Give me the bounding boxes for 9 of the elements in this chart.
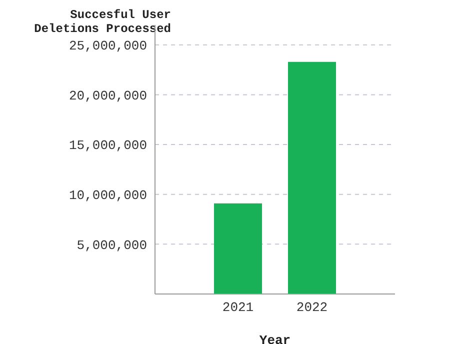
y-tick-label: 10,000,000	[68, 188, 147, 203]
x-axis-title: Year	[259, 333, 291, 344]
y-tick-label: 20,000,000	[68, 88, 147, 104]
y-axis-title: Succesful User Deletions Processed	[33, 8, 171, 36]
x-tick-label: 2022	[296, 300, 328, 316]
y-tick-label: 25,000,000	[68, 38, 147, 54]
y-tick-label: 5,000,000	[76, 238, 147, 253]
y-tick-label: 15,000,000	[68, 138, 147, 154]
x-tick-label: 2021	[222, 300, 254, 316]
